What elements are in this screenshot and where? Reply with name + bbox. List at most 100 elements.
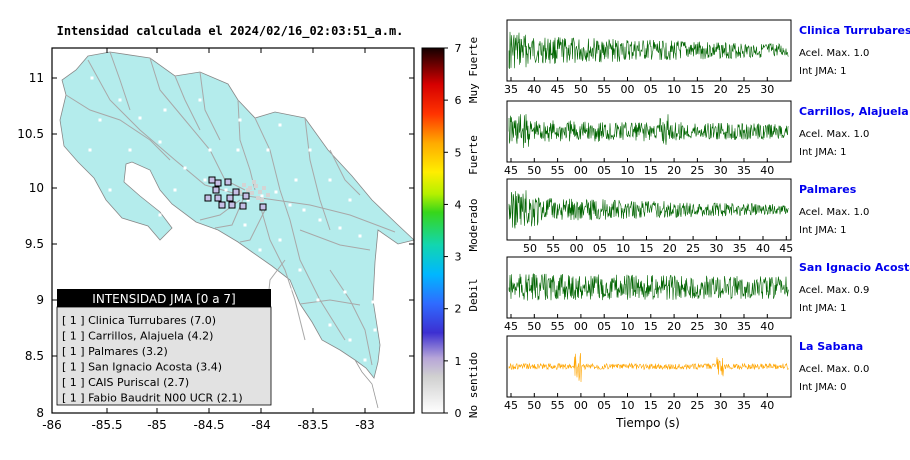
waveform-tick-label: 05 bbox=[644, 83, 658, 96]
waveform-tick-label: 40 bbox=[760, 320, 774, 333]
waveform-tick-label: 55 bbox=[551, 399, 565, 412]
road-14 bbox=[174, 75, 201, 131]
map-frame bbox=[51, 47, 415, 414]
town-marker bbox=[158, 213, 162, 217]
waveform-tick-label: 00 bbox=[574, 164, 588, 177]
waveform-tick-label: 45 bbox=[551, 83, 565, 96]
cluster-marker bbox=[260, 198, 264, 202]
waveform-tick-label: 20 bbox=[667, 399, 681, 412]
road-6 bbox=[199, 71, 221, 141]
town-marker bbox=[348, 198, 352, 202]
town-marker bbox=[266, 148, 270, 152]
colorbar-tick-label: 7 bbox=[455, 42, 462, 55]
legend-item: [ 1 ] Fabio Baudrit N00 UCR (2.1) bbox=[62, 392, 243, 405]
waveform-trace bbox=[508, 31, 789, 69]
station-marker bbox=[239, 202, 247, 210]
town-markers bbox=[88, 76, 382, 362]
station-marker bbox=[228, 201, 236, 209]
cluster-marker bbox=[252, 180, 256, 184]
map-axis-ticks: -86 -85.5 -85 -84.5 -84 -83.5 -83 11 10.5 10 9.5 9 8… bbox=[17, 48, 414, 432]
waveform-tick-label: 55 bbox=[551, 164, 565, 177]
waveform-tick-label: 15 bbox=[644, 399, 658, 412]
station-acel: Acel. Max. 0.0 bbox=[799, 364, 869, 375]
station-marker bbox=[259, 203, 267, 211]
x-tick-label: -85.5 bbox=[91, 418, 122, 432]
waveform-tick-label: 15 bbox=[690, 83, 704, 96]
legend-item: [ 1 ] Carrillos, Alajuela (4.2) bbox=[62, 330, 213, 343]
road-0 bbox=[87, 59, 396, 233]
cluster-marker bbox=[238, 190, 242, 194]
waveform-tick-label: 55 bbox=[551, 320, 565, 333]
town-marker bbox=[88, 148, 92, 152]
y-tick-label: 9 bbox=[36, 293, 44, 307]
x-tick-label: -83.5 bbox=[297, 418, 328, 432]
waveform-tick-label: 05 bbox=[597, 399, 611, 412]
waveform-tick-label: 10 bbox=[667, 83, 681, 96]
waveform-tick-label: 45 bbox=[504, 164, 518, 177]
town-marker bbox=[278, 123, 282, 127]
station-marker bbox=[226, 194, 234, 202]
waveform-tick-label: 00 bbox=[574, 399, 588, 412]
town-marker bbox=[274, 190, 278, 194]
waveform-xlabel: Tiempo (s) bbox=[615, 416, 680, 430]
town-marker bbox=[183, 166, 187, 170]
legend-item: [ 1 ] CAIS Puriscal (2.7) bbox=[62, 376, 189, 389]
station-acel: Acel. Max. 1.0 bbox=[799, 207, 869, 218]
town-marker bbox=[278, 238, 282, 242]
road-5 bbox=[65, 94, 171, 161]
waveform-tick-label: 10 bbox=[621, 320, 635, 333]
road-13 bbox=[299, 299, 361, 306]
waveform-tick-label: 25 bbox=[690, 320, 704, 333]
waveform-tick-label: 50 bbox=[527, 164, 541, 177]
y-tick-label: 11 bbox=[29, 71, 44, 85]
waveform-tick-label: 50 bbox=[574, 83, 588, 96]
town-marker bbox=[208, 148, 212, 152]
waveform-tick-label: 00 bbox=[574, 320, 588, 333]
station-int: Int JMA: 1 bbox=[799, 303, 847, 314]
colorbar-label: No sentido bbox=[467, 352, 480, 418]
road-11 bbox=[329, 269, 373, 366]
town-marker bbox=[108, 188, 112, 192]
y-tick-label: 8 bbox=[36, 406, 44, 420]
waveform-tick-label: 45 bbox=[504, 320, 518, 333]
intensity-colorbar: 0 1 2 3 4 5 6 7 No sentido Debil Moderado Fuerte Mu… bbox=[421, 37, 480, 420]
waveform-trace bbox=[508, 352, 789, 383]
road-10 bbox=[299, 229, 371, 251]
colorbar-label: Fuerte bbox=[467, 135, 480, 175]
waveform-tick-label: 40 bbox=[760, 164, 774, 177]
station-int: Int JMA: 1 bbox=[799, 147, 847, 158]
waveform-tick-label: 40 bbox=[760, 399, 774, 412]
station-marker bbox=[204, 194, 212, 202]
waveform-tick-label: 25 bbox=[737, 83, 751, 96]
cluster-marker bbox=[256, 196, 260, 200]
waveform-trace bbox=[508, 273, 789, 301]
station-int: Int JMA: 1 bbox=[799, 66, 847, 77]
town-marker bbox=[236, 148, 240, 152]
town-marker bbox=[128, 148, 132, 152]
station-marker bbox=[232, 188, 240, 196]
waveform-tick-label: 40 bbox=[756, 242, 770, 255]
colorbar-scale bbox=[421, 47, 445, 414]
colorbar-tick-label: 5 bbox=[455, 146, 462, 159]
town-marker bbox=[246, 198, 250, 202]
town-marker bbox=[288, 203, 292, 207]
x-tick-label: -84.5 bbox=[193, 418, 224, 432]
colorbar-tick-label: 2 bbox=[455, 303, 462, 316]
town-marker bbox=[316, 298, 320, 302]
waveform-tick-label: 00 bbox=[570, 242, 584, 255]
station-acel: Acel. Max. 1.0 bbox=[799, 129, 869, 140]
waveform-tick-label: 35 bbox=[737, 399, 751, 412]
road-4 bbox=[304, 117, 331, 231]
waveform-tick-label: 00 bbox=[621, 83, 635, 96]
town-marker bbox=[158, 140, 162, 144]
waveform-tick-label: 20 bbox=[714, 83, 728, 96]
town-marker bbox=[348, 338, 352, 342]
waveform-trace bbox=[508, 190, 789, 229]
road-12 bbox=[239, 209, 266, 243]
waveform-frame bbox=[506, 256, 792, 319]
station-marker bbox=[218, 201, 226, 209]
colorbar-tick-label: 1 bbox=[455, 355, 462, 368]
waveform-tick-label: 35 bbox=[504, 83, 518, 96]
waveform-tick-label: 05 bbox=[597, 164, 611, 177]
